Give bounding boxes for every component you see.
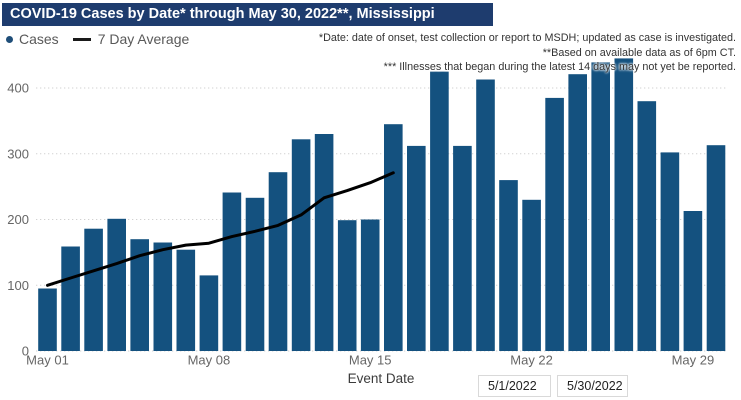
- footnote-date-definition: *Date: date of onset, test collection or…: [318, 32, 736, 44]
- bar-may-10[interactable]: [245, 197, 265, 351]
- start-date-input[interactable]: [478, 375, 551, 397]
- chart-title: COVID-19 Cases by Date* through May 30, …: [10, 6, 435, 22]
- footnote-latest-14-days: *** Illnesses that began during the late…: [383, 61, 736, 74]
- bar-may-13[interactable]: [314, 134, 334, 351]
- bar-may-14[interactable]: [337, 220, 357, 351]
- bar-may-22[interactable]: [522, 199, 541, 351]
- bar-may-05[interactable]: [130, 239, 149, 351]
- legend: Cases 7 Day Average: [6, 30, 189, 48]
- title-bar: COVID-19 Cases by Date* through May 30, …: [2, 3, 493, 26]
- y-axis-label-400: 400: [7, 81, 29, 96]
- bar-may-26[interactable]: [614, 58, 634, 352]
- legend-cases-label: Cases: [19, 31, 59, 47]
- bar-may-11[interactable]: [268, 172, 288, 351]
- bar-may-01[interactable]: [38, 288, 57, 352]
- bar-may-24[interactable]: [568, 74, 587, 351]
- x-axis-label-may-22: May 22: [510, 353, 553, 368]
- bar-may-27[interactable]: [637, 101, 657, 351]
- bar-may-07[interactable]: [176, 249, 196, 351]
- bar-may-20[interactable]: [476, 79, 495, 352]
- bar-may-25[interactable]: [591, 62, 610, 352]
- x-axis-label-may-01: May 01: [26, 353, 69, 368]
- bar-may-19[interactable]: [453, 145, 472, 351]
- bar-may-02[interactable]: [61, 246, 80, 352]
- bar-may-28[interactable]: [660, 152, 680, 351]
- bar-may-04[interactable]: [107, 218, 126, 351]
- bar-may-30[interactable]: [706, 145, 726, 351]
- footnotes: *Date: date of onset, test collection or…: [319, 31, 736, 75]
- cases-dot-icon: [6, 35, 13, 43]
- bar-may-03[interactable]: [84, 228, 103, 351]
- bar-may-09[interactable]: [222, 192, 242, 352]
- y-axis-label-300: 300: [7, 146, 29, 161]
- bar-may-18[interactable]: [430, 71, 449, 351]
- footnote-data-as-of: **Based on available data as of 6pm CT.: [542, 46, 736, 59]
- bar-may-08[interactable]: [199, 275, 219, 351]
- bar-may-06[interactable]: [153, 242, 173, 352]
- bar-may-16[interactable]: [384, 124, 403, 351]
- seven-day-average-line[interactable]: [46, 171, 395, 287]
- y-axis-label-0: 0: [22, 344, 29, 359]
- x-axis-label-may-29: May 29: [672, 353, 715, 368]
- average-line-icon: [72, 37, 91, 41]
- bar-may-21[interactable]: [499, 180, 518, 351]
- bar-may-17[interactable]: [407, 145, 426, 351]
- y-axis-label-100: 100: [7, 278, 29, 293]
- end-date-input[interactable]: [557, 375, 628, 397]
- bar-may-12[interactable]: [291, 139, 311, 351]
- legend-average-label: 7 Day Average: [97, 31, 190, 47]
- bar-may-29[interactable]: [683, 211, 703, 351]
- x-axis-label-may-08: May 08: [188, 353, 231, 368]
- bar-may-23[interactable]: [545, 97, 564, 352]
- y-axis-label-200: 200: [7, 212, 29, 227]
- x-axis-title: Event Date: [348, 371, 415, 386]
- bar-may-15[interactable]: [360, 219, 380, 352]
- x-axis-label-may-15: May 15: [349, 353, 392, 368]
